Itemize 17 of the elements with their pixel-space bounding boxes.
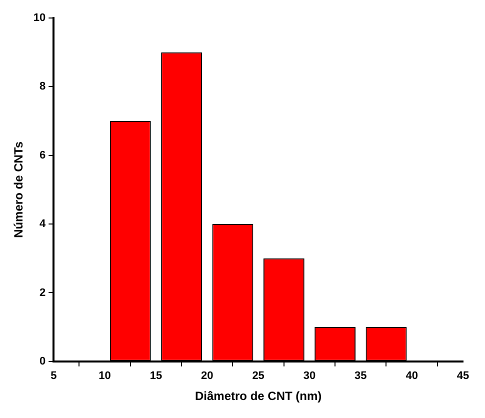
x-tick-label: 25 [252, 370, 264, 382]
x-tick-label: 10 [98, 370, 111, 382]
x-tick-label: 35 [354, 370, 367, 382]
y-tick-label: 4 [40, 218, 47, 230]
y-tick-label: 2 [40, 286, 46, 299]
x-tick-label: 45 [456, 370, 470, 382]
x-tick-label: 40 [406, 370, 418, 382]
x-axis-title: Diâmetro de CNT (nm) [194, 389, 322, 404]
x-tick-label: 20 [201, 370, 214, 382]
x-tick-label: 30 [303, 370, 316, 382]
y-tick-label: 0 [40, 355, 46, 368]
x-tick-label: 15 [150, 370, 162, 382]
y-tick-label: 6 [40, 149, 46, 162]
y-axis-title: Número de CNTs [12, 141, 26, 238]
y-tick-label: 10 [33, 12, 46, 24]
y-tick-label: 8 [40, 80, 46, 93]
x-tick-label: 5 [50, 370, 57, 382]
